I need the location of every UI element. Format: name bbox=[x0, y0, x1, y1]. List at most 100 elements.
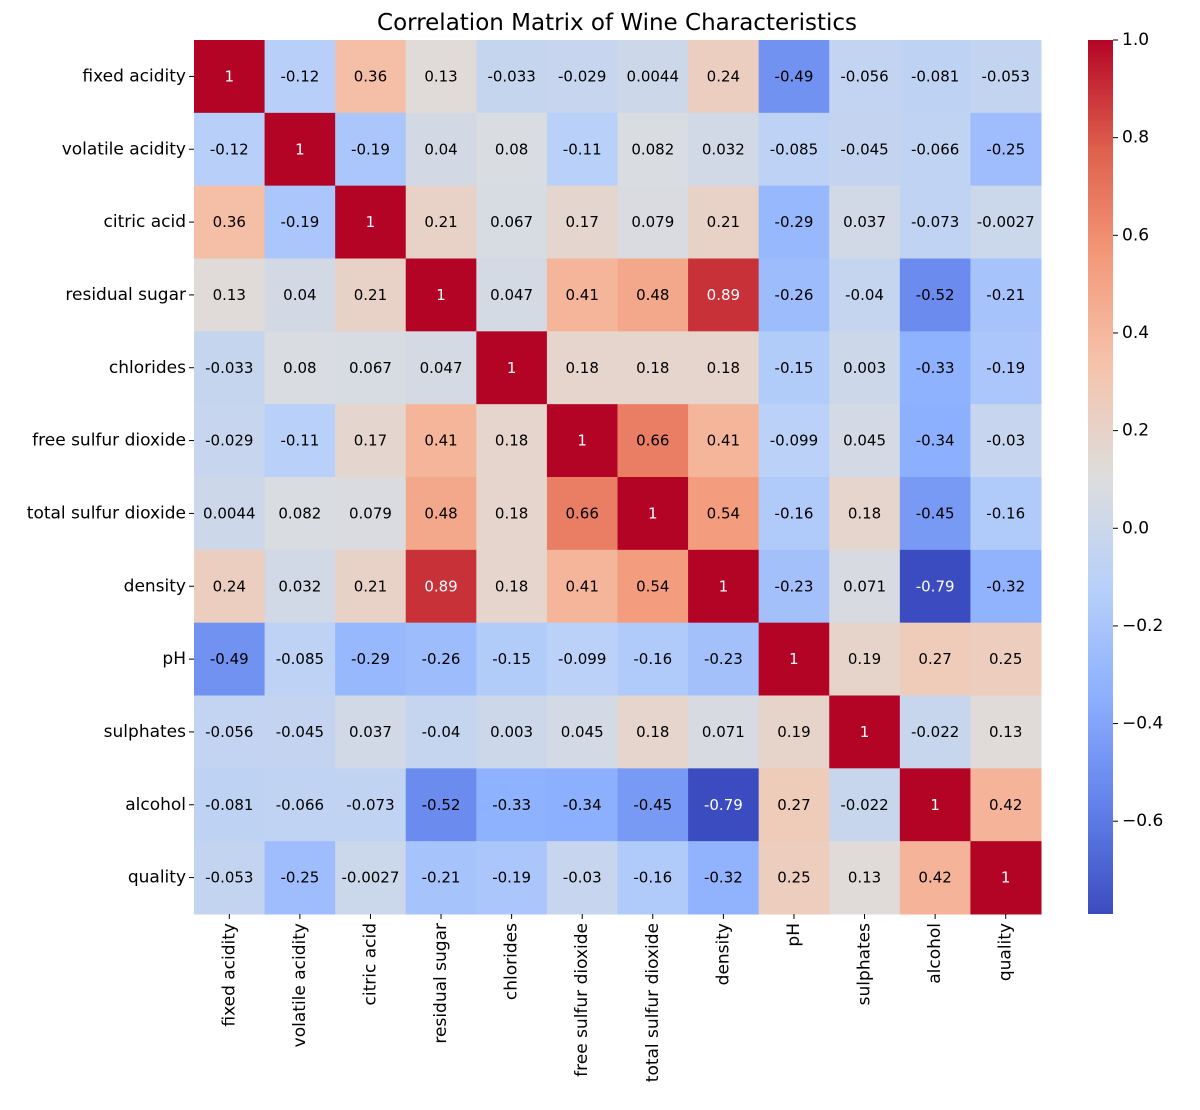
heatmap-cell bbox=[476, 768, 548, 842]
colorbar: 1.0 0.8 0.6 0.4 0.2 0.0 −0.2 −0.4 −0.6 bbox=[1088, 30, 1163, 914]
heatmap-cell bbox=[264, 695, 336, 769]
cell-value-label: 0.21 bbox=[354, 577, 387, 595]
cell-value-label: -0.19 bbox=[492, 869, 531, 887]
cell-value-label: -0.49 bbox=[210, 650, 249, 668]
heatmap-cell bbox=[970, 768, 1042, 842]
cell-value-label: -0.073 bbox=[911, 213, 959, 231]
heatmap-cell bbox=[688, 768, 760, 842]
y-tick-label: citric acid bbox=[104, 212, 186, 232]
heatmap-cell bbox=[476, 404, 548, 478]
heatmap-cell bbox=[688, 185, 760, 259]
colorbar-tick-label: −0.2 bbox=[1122, 616, 1163, 636]
cell-value-label: 0.24 bbox=[707, 67, 740, 85]
cell-value-label: 0.18 bbox=[636, 359, 669, 377]
cell-value-label: -0.029 bbox=[558, 67, 606, 85]
cell-value-label: -0.053 bbox=[982, 67, 1030, 85]
cell-value-label: 1 bbox=[366, 213, 376, 231]
cell-value-label: 0.27 bbox=[777, 796, 810, 814]
heatmap-cell bbox=[476, 695, 548, 769]
cell-value-label: 1 bbox=[719, 577, 729, 595]
cell-value-label: -0.022 bbox=[911, 723, 959, 741]
cell-value-label: 1 bbox=[789, 650, 799, 668]
cell-value-label: 0.41 bbox=[707, 432, 740, 450]
cell-value-label: 0.18 bbox=[707, 359, 740, 377]
cell-value-label: -0.34 bbox=[916, 432, 955, 450]
heatmap-cell bbox=[970, 185, 1042, 259]
heatmap-cell bbox=[688, 549, 760, 624]
heatmap-cell bbox=[476, 112, 548, 187]
cell-value-label: 0.89 bbox=[707, 286, 740, 304]
heatmap-cell bbox=[617, 549, 689, 624]
heatmap-cell bbox=[899, 40, 971, 114]
heatmap-cell bbox=[617, 477, 689, 551]
heatmap-cell bbox=[335, 40, 407, 114]
cell-value-label: -0.085 bbox=[770, 140, 818, 158]
heatmap-cell bbox=[194, 549, 266, 624]
heatmap-cell bbox=[688, 477, 760, 551]
heatmap-cell bbox=[829, 549, 901, 624]
heatmap-cell bbox=[194, 258, 266, 332]
heatmap-cell bbox=[758, 695, 830, 769]
cell-value-label: -0.085 bbox=[276, 650, 324, 668]
cell-value-label: 0.24 bbox=[213, 577, 246, 595]
cell-value-label: 0.42 bbox=[989, 796, 1022, 814]
cell-value-label: -0.21 bbox=[422, 869, 461, 887]
heatmap-cell bbox=[758, 549, 830, 624]
cell-value-label: 0.037 bbox=[843, 213, 886, 231]
cell-value-label: 0.08 bbox=[495, 140, 528, 158]
cell-value-label: -0.0027 bbox=[977, 213, 1035, 231]
cell-value-label: -0.045 bbox=[840, 140, 888, 158]
cell-value-label: -0.056 bbox=[205, 723, 253, 741]
cell-value-label: -0.45 bbox=[916, 504, 955, 522]
cell-value-label: -0.16 bbox=[775, 504, 814, 522]
heatmap-cell bbox=[688, 404, 760, 478]
cell-value-label: 1 bbox=[930, 796, 940, 814]
heatmap-cell bbox=[194, 622, 266, 696]
cell-value-label: 0.21 bbox=[354, 286, 387, 304]
heatmap-cell bbox=[546, 185, 618, 259]
cell-value-label: -0.056 bbox=[840, 67, 888, 85]
heatmap-cell bbox=[970, 695, 1042, 769]
x-tick-label: fixed acidity bbox=[219, 923, 239, 1027]
y-tick-label: chlorides bbox=[109, 358, 186, 378]
heatmap-cell bbox=[899, 258, 971, 332]
cell-value-label: -0.12 bbox=[280, 67, 319, 85]
column-labels: fixed acidity volatile acidity citric acid… bbox=[219, 914, 1016, 1082]
y-tick-label: total sulfur dioxide bbox=[27, 503, 186, 523]
cell-value-label: -0.34 bbox=[563, 796, 602, 814]
y-tick-label: residual sugar bbox=[65, 285, 186, 305]
cell-value-label: -0.0027 bbox=[342, 869, 400, 887]
heatmap-cell bbox=[194, 477, 266, 551]
heatmap-cell bbox=[829, 622, 901, 696]
cell-value-label: 0.003 bbox=[843, 359, 886, 377]
heatmap-cell bbox=[405, 841, 477, 915]
heatmap-cell bbox=[546, 258, 618, 332]
cell-value-label: 0.18 bbox=[495, 432, 528, 450]
heatmap-cell bbox=[476, 258, 548, 332]
heatmap-cell bbox=[899, 331, 971, 405]
chart-title: Correlation Matrix of Wine Characteristi… bbox=[377, 10, 857, 36]
heatmap-cell bbox=[405, 331, 477, 405]
cell-value-label: 0.047 bbox=[490, 286, 533, 304]
cell-value-label: -0.26 bbox=[422, 650, 461, 668]
heatmap-cell bbox=[688, 622, 760, 696]
cell-value-label: -0.26 bbox=[775, 286, 814, 304]
cell-value-label: -0.19 bbox=[280, 213, 319, 231]
cell-value-label: 0.0044 bbox=[203, 504, 256, 522]
cell-value-label: -0.25 bbox=[986, 140, 1025, 158]
heatmap-cell bbox=[829, 477, 901, 551]
heatmap-cell bbox=[476, 477, 548, 551]
heatmap-cell bbox=[264, 112, 336, 187]
heatmap-cell bbox=[758, 331, 830, 405]
heatmap-cell bbox=[546, 695, 618, 769]
heatmap-cell bbox=[688, 112, 760, 187]
heatmap-cell bbox=[829, 768, 901, 842]
cell-value-label: 0.41 bbox=[566, 577, 599, 595]
heatmap-cell bbox=[970, 40, 1042, 114]
cell-value-label: 0.003 bbox=[490, 723, 533, 741]
heatmap-cell bbox=[194, 40, 266, 114]
heatmap-cell bbox=[264, 841, 336, 915]
heatmap-cells: 1 -0.12 0.36 0.13 -0.033 -0.029 0.0044 0.24 -0.4… bbox=[194, 40, 1042, 915]
heatmap-cell bbox=[758, 622, 830, 696]
